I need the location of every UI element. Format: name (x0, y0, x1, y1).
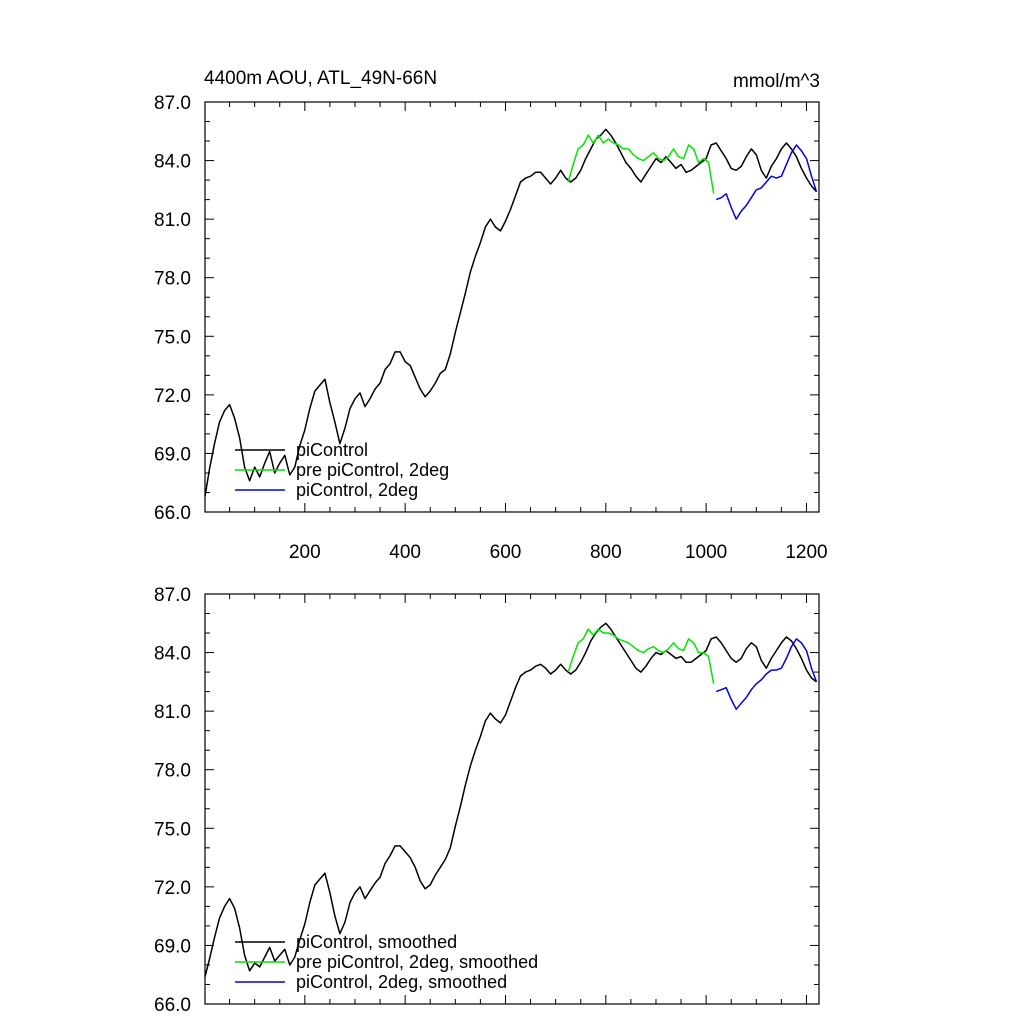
y-tick-label: 78.0 (154, 761, 191, 782)
series-line (715, 638, 818, 710)
x-tick-label: 200 (289, 542, 321, 563)
series-group (204, 622, 818, 977)
y-axis: 66.0 69.0 72.0 75.0 78.0 81.0 84.0 87.0 (154, 93, 819, 524)
y-tick-label: 81.0 (154, 210, 191, 231)
y-tick-label: 84.0 (154, 152, 191, 173)
y-tick-label: 72.0 (154, 878, 191, 899)
y-tick-label: 87.0 (154, 585, 191, 606)
bottom-panel: 66.0 69.0 72.0 75.0 78.0 81.0 84.0 87.0 piContr… (154, 585, 820, 1016)
y-tick-label: 81.0 (154, 702, 191, 723)
chart-title: 4400m AOU, ATL_49N-66N (204, 68, 437, 89)
legend-label: piControl, 2deg, smoothed (296, 972, 507, 992)
plot-frame (204, 593, 820, 1005)
top-panel: 4400m AOU, ATL_49N-66N mmol/m^3 66.0 69.0… (154, 68, 828, 563)
y-tick-label: 75.0 (154, 327, 191, 348)
series-line (567, 134, 715, 194)
x-tick-label: 800 (590, 542, 622, 563)
plot-frame (204, 101, 820, 513)
y-axis: 66.0 69.0 72.0 75.0 78.0 81.0 84.0 87.0 (154, 585, 819, 1016)
units-label: mmol/m^3 (733, 71, 820, 92)
x-axis: 200 400 600 800 1000 1200 (229, 102, 828, 563)
legend-label: piControl (296, 440, 368, 460)
legend-label: piControl, smoothed (296, 932, 457, 952)
y-tick-label: 75.0 (154, 819, 191, 840)
x-tick-label: 1200 (785, 542, 827, 563)
series-group (204, 128, 818, 497)
y-tick-label: 84.0 (154, 644, 191, 665)
y-tick-label: 72.0 (154, 386, 191, 407)
x-axis (229, 594, 807, 1004)
y-tick-label: 66.0 (154, 503, 191, 524)
legend-label: piControl, 2deg (296, 480, 418, 500)
x-tick-label: 1000 (685, 542, 727, 563)
x-tick-label: 400 (389, 542, 421, 563)
legend-label: pre piControl, 2deg (296, 460, 449, 480)
legend-label: pre piControl, 2deg, smoothed (296, 952, 538, 972)
x-tick-label: 600 (490, 542, 522, 563)
series-line (567, 628, 715, 684)
y-tick-label: 78.0 (154, 269, 191, 290)
y-tick-label: 66.0 (154, 995, 191, 1016)
y-tick-label: 69.0 (154, 936, 191, 957)
series-line (204, 622, 817, 977)
series-line (715, 144, 818, 220)
series-line (204, 128, 818, 497)
y-tick-label: 69.0 (154, 444, 191, 465)
y-tick-label: 87.0 (154, 93, 191, 114)
